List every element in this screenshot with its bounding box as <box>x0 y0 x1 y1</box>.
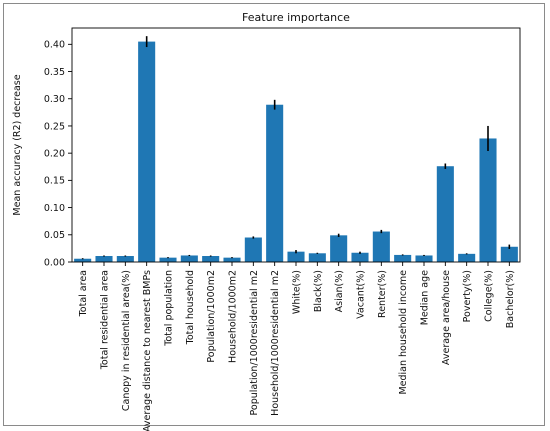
y-axis-label: Mean accuracy (R2) decrease <box>12 74 23 215</box>
y-tick-label: 0.10 <box>44 203 65 214</box>
x-tick-label: White(%) <box>292 270 303 314</box>
bar <box>436 166 454 262</box>
bar <box>202 256 220 262</box>
bar <box>116 256 134 262</box>
x-tick-label: Total residential area <box>100 270 111 370</box>
y-tick-label: 0.15 <box>44 176 65 187</box>
bar <box>223 257 241 262</box>
chart-title: Feature importance <box>242 11 350 24</box>
x-tick-label: Canopy in residential area(%) <box>121 270 132 411</box>
y-tick-label: 0.20 <box>44 148 65 159</box>
bar <box>266 104 284 262</box>
bar <box>458 253 476 262</box>
y-tick-label: 0.30 <box>44 94 65 105</box>
bar <box>479 138 497 262</box>
plot-area: 0.00 0.05 0.10 0.15 0.20 0.25 0.30 0.35 0.40 Tota… <box>44 27 521 431</box>
x-tick-label: Median age <box>420 270 431 325</box>
x-tick-label: Average distance to nearest BMPs <box>142 270 153 431</box>
x-tick-label: College(%) <box>484 270 495 322</box>
bar <box>159 257 177 262</box>
x-tick-label: Black(%) <box>313 270 324 312</box>
bar <box>330 235 348 262</box>
bar <box>372 231 390 262</box>
x-tick-label: Renter(%) <box>377 270 388 318</box>
x-tick-label: Bachelor(%) <box>505 270 516 328</box>
y-tick-label: 0.35 <box>44 67 65 78</box>
y-tick-label: 0.00 <box>44 257 65 268</box>
x-tick-label: Average area/house <box>441 270 452 365</box>
bar <box>308 253 326 262</box>
bar <box>180 255 198 262</box>
x-tick-label: Population/1000m2 <box>206 270 217 363</box>
bar <box>138 41 156 262</box>
x-tick-label: Total area <box>78 270 89 317</box>
y-tick-label: 0.05 <box>44 230 65 241</box>
y-tick-label: 0.40 <box>44 40 65 51</box>
x-tick-label: Poverty(%) <box>462 270 473 322</box>
bar <box>287 251 305 262</box>
bar <box>500 246 518 262</box>
x-tick-label: Household/1000m2 <box>228 270 239 363</box>
bar <box>394 254 412 262</box>
bar <box>244 237 262 262</box>
x-tick-label: Median household income <box>398 270 409 395</box>
bar <box>351 252 369 262</box>
x-tick-label: Asian(%) <box>334 270 345 312</box>
bar <box>74 258 92 262</box>
x-tick-label: Total household <box>185 270 196 345</box>
bar <box>415 255 433 262</box>
x-tick-label: Household/1000residential m2 <box>270 270 281 416</box>
y-tick-label: 0.25 <box>44 121 65 132</box>
bar <box>95 256 113 262</box>
x-tick-label: Vacant(%) <box>356 270 367 319</box>
x-tick-label: Total population <box>164 270 175 347</box>
x-tick-label: Population/1000residential m2 <box>249 270 260 415</box>
